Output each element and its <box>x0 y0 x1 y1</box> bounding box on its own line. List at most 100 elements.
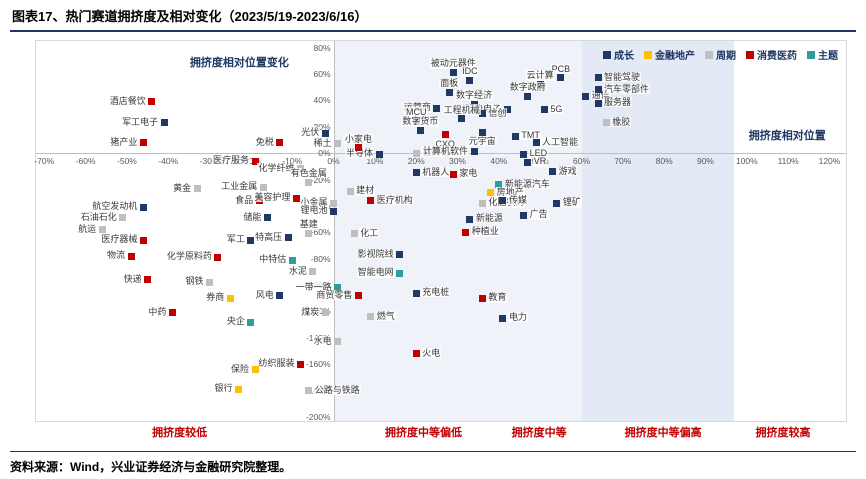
point-marker <box>259 183 267 191</box>
point-marker <box>511 132 519 140</box>
point-label: 种植业 <box>470 226 500 237</box>
point-label: 智能电网 <box>356 267 395 278</box>
point-label: 橡胶 <box>611 116 632 128</box>
point-label: 券商 <box>205 292 226 303</box>
point-marker <box>499 197 507 205</box>
point-label: 智能驾驶 <box>603 71 642 83</box>
point-label: 化学原料药 <box>165 251 213 262</box>
point-marker <box>478 294 486 302</box>
point-marker <box>321 309 329 317</box>
point-label: MCU <box>404 107 428 118</box>
point-marker <box>127 252 135 260</box>
point-label: 工业金属 <box>220 181 259 192</box>
point-marker <box>247 318 255 326</box>
y-tick-label: 20% <box>313 121 331 132</box>
point-label: 新能源汽车 <box>503 178 551 190</box>
point-label: 火电 <box>421 347 442 359</box>
point-marker <box>412 289 420 297</box>
point-label: 广告 <box>528 209 549 220</box>
point-label: 风电 <box>254 289 275 300</box>
point-label: TMT <box>520 130 541 141</box>
point-label: 传媒 <box>507 194 528 205</box>
legend-swatch <box>807 50 815 59</box>
point-marker <box>412 149 420 157</box>
point-marker <box>305 230 313 238</box>
point-label: 特高压 <box>254 231 284 242</box>
point-label: 美容护理 <box>253 192 292 203</box>
point-label: 被动元器件 <box>429 58 477 69</box>
point-label: 元宇宙 <box>467 136 497 147</box>
y-axis-title: 拥挤度相对位置变化 <box>189 57 289 70</box>
x-tick-label: 110% <box>777 156 799 167</box>
y-tick-label: -60% <box>310 227 331 238</box>
point-label: 化学纤维 <box>257 162 296 174</box>
point-label: 计算机软件 <box>422 145 470 157</box>
point-marker <box>520 150 528 158</box>
point-marker <box>251 366 259 374</box>
point-marker <box>354 144 362 152</box>
x-tick-label: 40% <box>490 156 508 167</box>
point-marker <box>251 157 259 165</box>
point-label: 房地产 <box>495 186 525 198</box>
x-tick-label: -70% <box>34 156 55 167</box>
point-marker <box>330 207 338 215</box>
point-label: PCB <box>550 63 572 74</box>
point-label: 化工 <box>359 227 380 238</box>
point-label: 小家电 <box>343 133 373 144</box>
point-label: 稀土 <box>312 137 333 149</box>
point-label: 人工智能 <box>541 136 580 147</box>
point-marker <box>433 104 441 112</box>
title-rule <box>10 30 856 32</box>
legend-item-周期: 周期 <box>705 47 736 62</box>
point-label: 小金属 <box>299 197 329 208</box>
point-label: 机器人 <box>421 166 451 178</box>
point-marker <box>305 178 313 186</box>
point-label: 中药 <box>147 306 168 318</box>
point-marker <box>367 197 375 205</box>
point-marker <box>334 338 342 346</box>
point-marker <box>296 360 304 368</box>
point-label: 钢铁 <box>184 276 205 287</box>
legend-swatch <box>705 50 713 59</box>
point-label: 快递 <box>122 273 143 285</box>
point-marker <box>354 292 362 300</box>
point-marker <box>396 269 404 277</box>
point-label: 军工 <box>225 234 246 245</box>
legend-label: 金融地产 <box>655 51 695 62</box>
legend-item-成长: 成长 <box>603 47 634 62</box>
point-label: 央企 <box>225 316 246 327</box>
zone-label-row: 拥挤度较低 拥挤度中等偏低 拥挤度中等 拥挤度中等偏高 拥挤度较高 <box>35 424 845 439</box>
point-marker <box>367 313 375 321</box>
legend-swatch <box>603 50 611 59</box>
point-label: 黄金 <box>172 182 193 194</box>
point-marker <box>412 169 420 177</box>
point-marker <box>549 168 557 176</box>
source-rule <box>10 451 856 452</box>
y-tick-label: 60% <box>313 68 331 79</box>
y-axis-line <box>333 41 335 421</box>
point-label: 物流 <box>106 250 127 261</box>
point-label: 纺织服装 <box>257 358 296 369</box>
point-label: 军工电子 <box>121 116 160 128</box>
point-marker <box>330 199 338 207</box>
point-marker <box>594 99 602 107</box>
point-marker <box>416 127 424 135</box>
x-tick-label: -40% <box>158 156 179 167</box>
point-marker <box>305 387 313 395</box>
point-label: 锂电池 <box>299 205 329 216</box>
legend-label: 成长 <box>614 51 634 62</box>
legend-label: 消费医药 <box>757 51 797 62</box>
point-marker <box>449 170 457 178</box>
point-label: 燃气 <box>375 310 396 322</box>
point-marker <box>160 119 168 127</box>
legend-item-消费医药: 消费医药 <box>746 47 797 62</box>
point-label: 猪产业 <box>109 136 139 147</box>
source-note: 资料来源：Wind，兴业证券经济与金融研究院整理。 <box>10 460 292 474</box>
point-marker <box>553 199 561 207</box>
point-label: 基建 <box>298 219 319 230</box>
point-label: 消费电子 <box>464 103 503 114</box>
point-marker <box>144 276 152 284</box>
point-marker <box>139 203 147 211</box>
point-label: CXO <box>434 138 456 150</box>
point-marker <box>119 214 127 222</box>
